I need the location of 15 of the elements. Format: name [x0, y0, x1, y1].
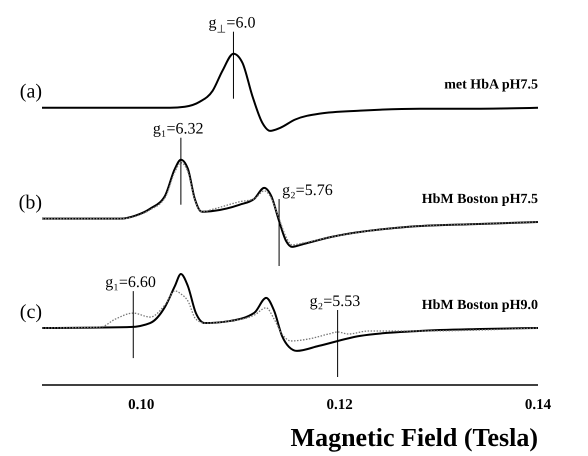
- annotation: g₂=5.53: [310, 292, 360, 310]
- x-tick-label: 0.14: [524, 397, 552, 413]
- series-label: met HbA pH7.5: [444, 78, 538, 93]
- series-label: HbM Boston pH7.5: [422, 192, 538, 207]
- x-tick-label: 0.10: [128, 397, 154, 413]
- annotation: g₁=6.32: [152, 120, 204, 138]
- series-label: HbM Boston pH9.0: [422, 298, 538, 314]
- x-tick-label: 0.12: [326, 397, 353, 413]
- annotation: g₁=6.60: [105, 274, 156, 292]
- annotation: g₂=5.76: [282, 182, 333, 200]
- annotation: (c): [20, 301, 42, 324]
- annotation: (a): [20, 80, 42, 103]
- x-axis-title: Magnetic Field (Tesla): [290, 423, 538, 452]
- annotation: (b): [18, 192, 42, 214]
- annotation: g⊥=6.0: [208, 14, 256, 36]
